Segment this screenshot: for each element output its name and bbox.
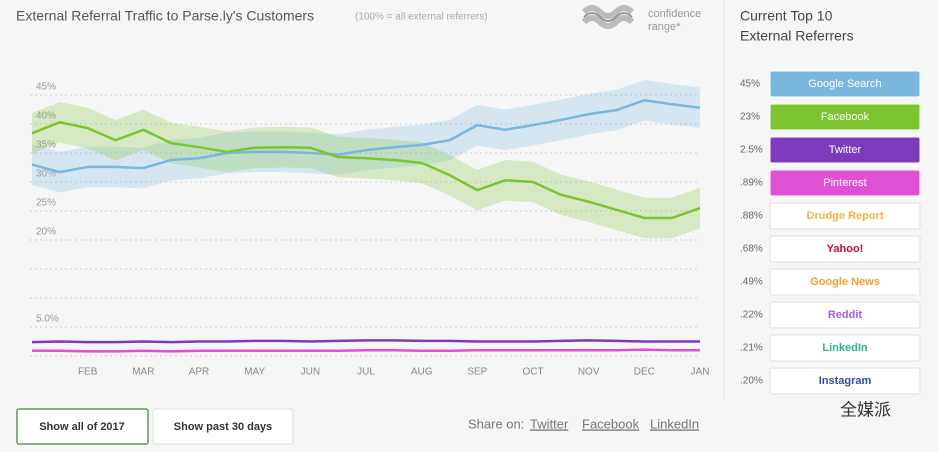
y-tick-label: 35% — [36, 140, 56, 151]
y-tick-label: 40% — [36, 111, 56, 122]
band-legend-icon — [581, 5, 635, 29]
panel-title: Current Top 10 — [740, 8, 833, 24]
watermark: 全媒派 — [840, 400, 891, 419]
referrer-name: Drudge Report — [807, 210, 884, 222]
share-label: Share on: — [468, 416, 524, 431]
referrer-name: Google News — [810, 276, 880, 288]
referrer-name: Google Search — [808, 78, 881, 90]
x-tick-label: AUG — [411, 367, 433, 378]
y-tick-label: 45% — [36, 82, 56, 93]
y-tick-label: 30% — [36, 169, 56, 180]
y-tick-label: 25% — [36, 198, 56, 209]
referrer-name: Facebook — [821, 111, 870, 123]
confidence-band — [32, 101, 700, 239]
button-label[interactable]: Show all of 2017 — [39, 421, 125, 433]
band-legend-label: range* — [648, 21, 681, 33]
referrer-share: .49% — [740, 277, 763, 288]
confidence-band — [32, 79, 700, 193]
share-link[interactable]: Twitter — [530, 416, 569, 431]
x-tick-label: OCT — [522, 367, 543, 378]
referrer-name: Pinterest — [823, 177, 866, 189]
referrer-name: Instagram — [819, 375, 872, 387]
x-tick-label: JUL — [357, 367, 375, 378]
referrer-button[interactable] — [769, 202, 921, 230]
chart-subtitle: (100% = all external referrers) — [355, 12, 488, 23]
x-tick-label: JAN — [691, 367, 710, 378]
share-link[interactable]: LinkedIn — [650, 416, 699, 431]
x-tick-label: JUN — [301, 367, 320, 378]
referrer-share: .68% — [740, 244, 763, 255]
referrer-name: Reddit — [828, 309, 863, 321]
x-tick-label: MAY — [244, 367, 265, 378]
button-label[interactable]: Show past 30 days — [174, 421, 272, 433]
referrer-name: Yahoo! — [827, 243, 864, 255]
referrer-share: .22% — [740, 310, 763, 321]
referrer-name: Twitter — [829, 144, 862, 156]
referrer-button[interactable] — [769, 103, 921, 131]
referrer-button[interactable] — [769, 235, 921, 263]
chart-title: External Referral Traffic to Parse.ly's … — [16, 8, 314, 24]
x-tick-label: SEP — [467, 367, 487, 378]
button[interactable] — [152, 408, 294, 445]
x-tick-label: MAR — [132, 367, 154, 378]
band-legend-line — [583, 12, 633, 22]
buttons: Show all of 2017 Show past 30 days — [16, 408, 294, 445]
referrer-share: 2.5% — [740, 145, 763, 156]
button[interactable] — [16, 408, 149, 445]
referrer-button[interactable] — [769, 136, 921, 164]
x-tick-label: FEB — [78, 367, 98, 378]
referrer-name: LinkedIn — [822, 342, 868, 354]
referrer-share: 23% — [740, 112, 760, 123]
y-tick-label: 5.0% — [36, 314, 59, 325]
referrer-share: .89% — [740, 178, 763, 189]
share-link[interactable]: Facebook — [582, 416, 640, 431]
band-legend-label: confidence — [648, 8, 701, 20]
referrer-share: 45% — [740, 79, 760, 90]
series-line — [31, 98, 701, 174]
series-line — [32, 348, 700, 353]
x-tick-label: NOV — [578, 367, 600, 378]
referrer-button[interactable] — [769, 268, 921, 296]
referrer-button[interactable] — [769, 169, 921, 197]
panel-title: External Referrers — [740, 28, 854, 44]
series-line — [31, 121, 701, 220]
referrer-share: .20% — [740, 376, 763, 387]
referrer-button[interactable] — [769, 367, 921, 395]
x-tick-label: APR — [189, 367, 210, 378]
y-tick-label: 20% — [36, 227, 56, 238]
referrer-share: .21% — [740, 343, 763, 354]
series-line — [31, 339, 700, 344]
referrer-button[interactable] — [769, 70, 921, 98]
referrer-button[interactable] — [769, 301, 921, 329]
x-tick-label: DEC — [634, 367, 655, 378]
referrer-share: .88% — [740, 211, 763, 222]
referrer-button[interactable] — [769, 334, 921, 362]
